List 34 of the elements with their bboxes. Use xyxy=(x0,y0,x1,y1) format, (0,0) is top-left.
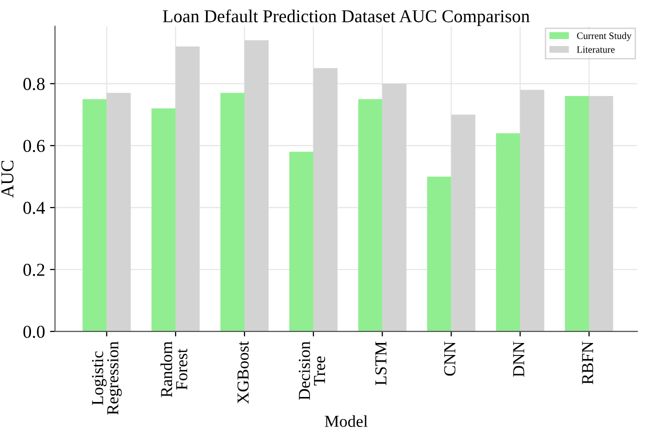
x-axis-title: Model xyxy=(324,415,368,427)
x-tick-label: Decision Tree xyxy=(298,341,326,400)
y-tick-label: 0.0 xyxy=(23,326,45,338)
bar xyxy=(289,152,314,332)
bar xyxy=(564,96,590,332)
bar xyxy=(520,90,544,332)
bar xyxy=(313,68,338,332)
x-tick-label: CNN xyxy=(444,342,456,376)
bar xyxy=(451,114,476,332)
bar xyxy=(382,84,406,332)
chart-title: Loan Default Prediction Dataset AUC Comparison xyxy=(162,9,530,26)
legend-label: Literature xyxy=(576,46,615,53)
bar xyxy=(82,99,107,332)
x-tick-label: DNN xyxy=(513,342,524,377)
bar xyxy=(106,92,131,332)
x-tick-label: XGBoost xyxy=(237,341,249,404)
y-tick-label: 0.4 xyxy=(23,202,45,214)
x-tick-label: RBFN xyxy=(582,342,594,384)
x-tick-label: Logistic Regression xyxy=(92,341,122,415)
bar xyxy=(220,92,244,332)
bar xyxy=(244,40,269,332)
bar xyxy=(496,133,520,332)
bar xyxy=(358,99,382,332)
legend-label: Current Study xyxy=(577,32,632,42)
x-tick-label: Random Forest xyxy=(160,341,188,398)
bar xyxy=(151,108,176,332)
y-tick-label: 0.2 xyxy=(23,264,44,276)
y-axis-title: AUC xyxy=(1,160,14,198)
y-tick-label: 0.8 xyxy=(23,78,45,90)
bar xyxy=(589,96,614,332)
bar xyxy=(427,176,452,332)
bar xyxy=(176,46,200,332)
x-tick-label: LSTM xyxy=(375,342,386,386)
y-tick-label: 0.6 xyxy=(23,140,45,152)
